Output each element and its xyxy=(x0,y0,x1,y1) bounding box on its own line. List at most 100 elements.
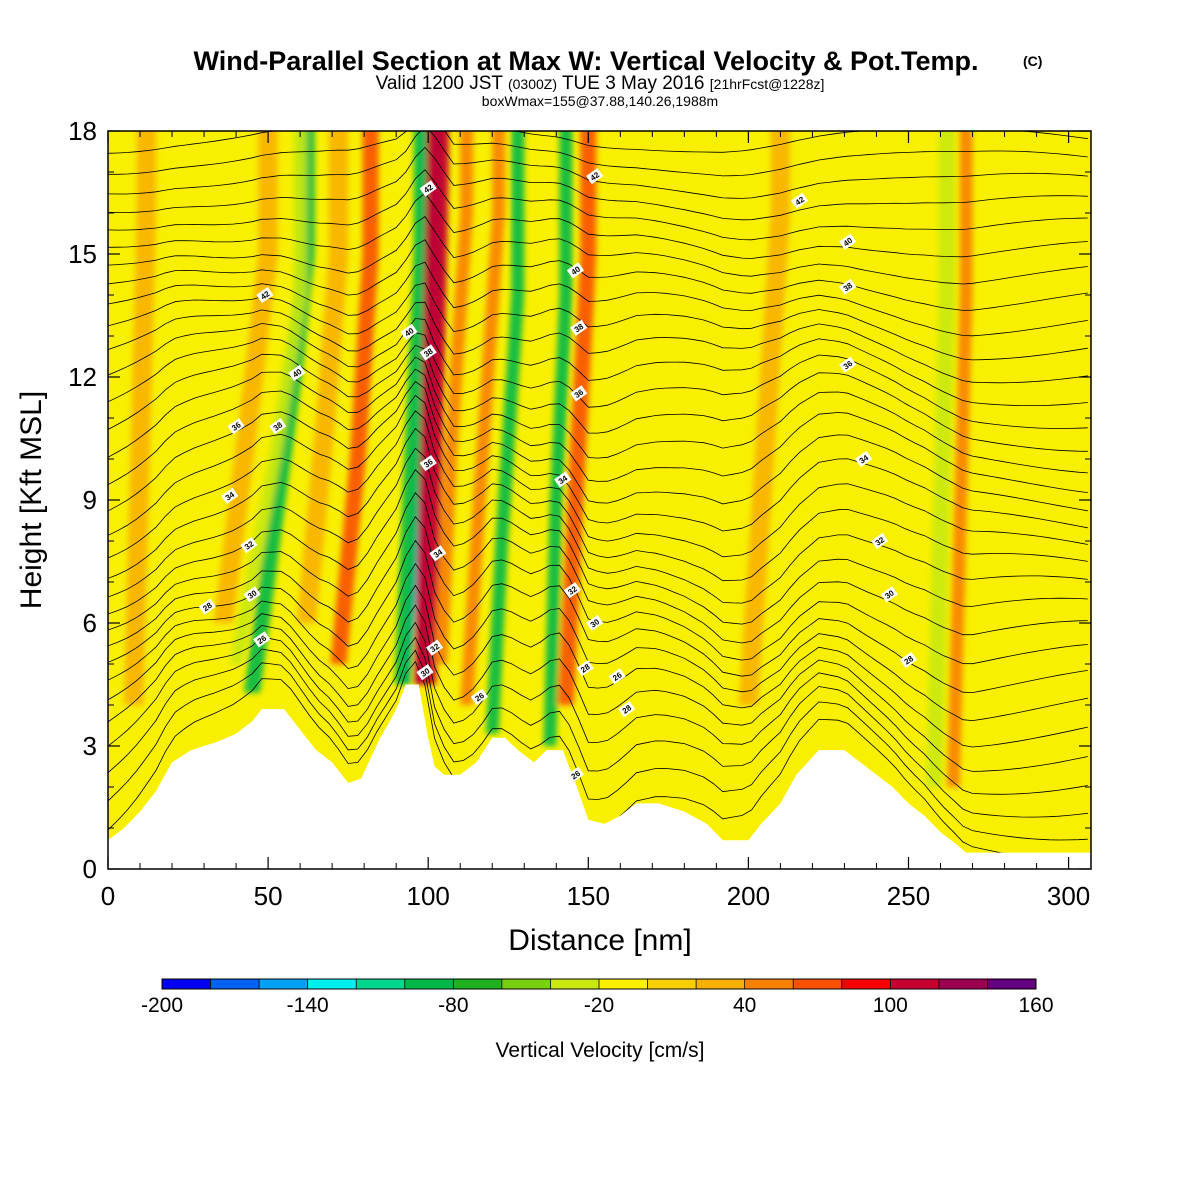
y-tick-label: 15 xyxy=(68,239,97,269)
theta-label-11: 38 xyxy=(419,344,437,361)
colorbar-swatch xyxy=(404,979,454,989)
copyright-mark: (C) xyxy=(1023,53,1042,69)
theta-label-6: 38 xyxy=(269,418,287,435)
y-tick-label: 0 xyxy=(83,854,97,884)
theta-label-21: 36 xyxy=(570,385,588,402)
theta-label-30: 40 xyxy=(839,233,857,250)
theta-label-19: 32 xyxy=(563,582,581,599)
theta-contour-12 xyxy=(108,447,1088,604)
theta-label-bg xyxy=(586,614,604,632)
valid-utc: (0300Z) xyxy=(508,76,557,92)
y-tick-label: 6 xyxy=(83,608,97,638)
vv-band-11 xyxy=(485,131,525,734)
theta-contour-21 xyxy=(108,318,1088,407)
theta-label-23: 40 xyxy=(566,262,585,279)
colorbar-tick-label: 160 xyxy=(1018,994,1053,1017)
theta-label-33: 34 xyxy=(855,450,873,468)
theta-label-5: 36 xyxy=(227,418,245,435)
theta-label-3: 32 xyxy=(240,536,258,554)
y-tick-label: 12 xyxy=(68,362,97,392)
theta-contour-10 xyxy=(108,492,1088,644)
x-tick-label: 300 xyxy=(1047,881,1090,911)
theta-label-24: 42 xyxy=(586,167,604,185)
theta-contour-8 xyxy=(108,539,1088,694)
forecast-info: [21hrFcst@1228z] xyxy=(710,76,825,92)
colorbar-label: Vertical Velocity [cm/s] xyxy=(496,1039,705,1062)
theta-contour-27 xyxy=(108,192,1088,259)
theta-label-32: 36 xyxy=(839,356,857,373)
theta-contour-29 xyxy=(108,146,1088,221)
theta-label-4: 34 xyxy=(221,487,239,505)
theta-contour-19 xyxy=(108,344,1088,452)
theta-label-bg xyxy=(425,639,444,656)
x-tick-label: 50 xyxy=(254,881,283,911)
theta-label-bg xyxy=(790,192,809,209)
theta-label-36: 28 xyxy=(899,651,918,669)
theta-label-10: 40 xyxy=(400,323,418,341)
theta-label-7: 40 xyxy=(288,364,306,382)
colorbar-swatch xyxy=(501,979,551,989)
vv-band-10 xyxy=(434,131,474,664)
theta-label-15: 30 xyxy=(416,664,434,681)
y-tick-label: 3 xyxy=(83,731,97,761)
y-tick-label: 18 xyxy=(68,116,97,146)
theta-contour-4 xyxy=(108,621,1088,795)
theta-label-29: 42 xyxy=(790,192,809,209)
colorbar-swatch xyxy=(307,979,357,989)
vv-band-2 xyxy=(229,131,307,664)
x-tick-label: 100 xyxy=(407,881,450,911)
theta-label-bg xyxy=(198,598,216,615)
colorbar-swatch xyxy=(841,979,891,989)
theta-label-bg xyxy=(400,323,418,341)
theta-contour-31 xyxy=(108,131,1088,177)
theta-label-1: 28 xyxy=(198,598,216,615)
theta-label-17: 26 xyxy=(470,688,489,705)
theta-label-bg xyxy=(221,487,239,505)
colorbar-swatch xyxy=(744,979,794,989)
x-tick-label: 150 xyxy=(567,881,610,911)
valid-time: Valid 1200 JST xyxy=(376,73,504,94)
colorbar-tick-label: -200 xyxy=(141,994,183,1017)
theta-label-2: 30 xyxy=(243,586,261,603)
colorbar-tick-label: -20 xyxy=(584,994,614,1017)
theta-contour-17 xyxy=(108,368,1088,493)
theta-label-14: 32 xyxy=(425,639,444,656)
theta-label-18: 26 xyxy=(566,766,585,783)
theta-label-26: 30 xyxy=(586,614,604,632)
theta-label-28: 28 xyxy=(618,700,636,718)
chart-subtitle: Valid 1200 JST (0300Z) TUE 3 May 2016 [2… xyxy=(376,73,825,94)
theta-contour-28 xyxy=(108,169,1088,241)
colorbar-swatch xyxy=(162,979,211,989)
colorbar-swatch xyxy=(259,979,308,989)
colorbar-swatch xyxy=(453,979,503,989)
theta-contour-2 xyxy=(108,649,1088,841)
theta-contour-22 xyxy=(108,301,1088,384)
theta-label-bg xyxy=(880,586,898,603)
theta-contour-3 xyxy=(108,636,1088,818)
theta-contour-6 xyxy=(108,584,1088,748)
theta-contour-26 xyxy=(108,216,1088,285)
colorbar-tick-label: -140 xyxy=(287,994,329,1017)
colorbar-swatch xyxy=(938,979,988,989)
theta-contour-5 xyxy=(108,604,1088,772)
theta-label-bg xyxy=(419,454,437,472)
theta-contour-18 xyxy=(108,356,1088,474)
theta-contour-25 xyxy=(108,239,1088,311)
theta-label-13: 34 xyxy=(429,545,447,562)
colorbar-tick-label: 40 xyxy=(733,994,756,1017)
colorbar-swatch xyxy=(550,979,600,989)
theta-label-bg xyxy=(256,286,274,304)
theta-label-bg xyxy=(570,385,588,402)
theta-label-9: 26 xyxy=(253,631,271,648)
theta-contour-15 xyxy=(108,394,1088,536)
theta-contour-16 xyxy=(108,381,1088,512)
theta-label-12: 36 xyxy=(419,454,437,472)
theta-label-bg xyxy=(470,688,489,705)
colorbar-tick-label: -80 xyxy=(438,994,468,1017)
chart-title: Wind-Parallel Section at Max W: Vertical… xyxy=(194,46,979,76)
colorbar-swatch xyxy=(599,979,648,989)
